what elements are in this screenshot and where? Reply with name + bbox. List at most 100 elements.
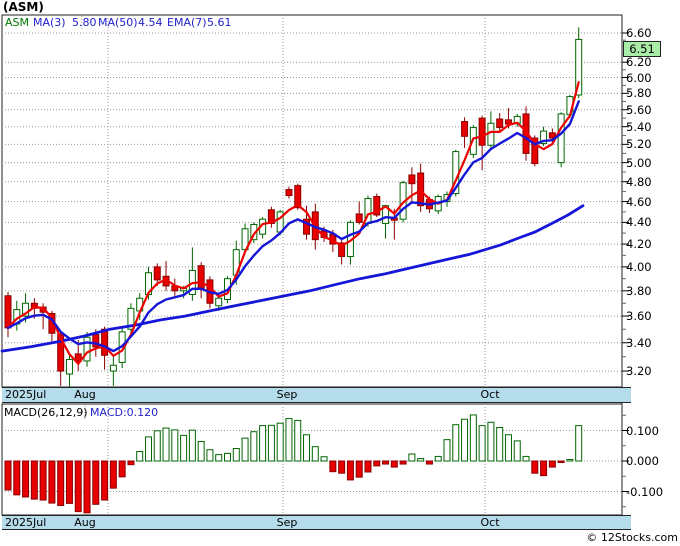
price-axis-label: 5.60 [626, 102, 652, 117]
macd-bar-negative [74, 460, 82, 513]
candle-down [303, 218, 311, 235]
macd-axis-label: 0.000 [626, 454, 659, 468]
price-axis-label: 4.60 [626, 194, 652, 209]
macd-bar-negative [329, 460, 337, 473]
candle-up [487, 122, 495, 146]
candle-up [575, 38, 583, 96]
macd-bar-negative [557, 460, 565, 464]
candle-down [461, 121, 469, 137]
price-axis-label: 6.00 [626, 70, 652, 85]
macd-bar-negative [39, 460, 47, 501]
macd-bar-positive [487, 421, 495, 462]
price-axis-label: 5.80 [626, 86, 652, 101]
legend-ma50-label: MA(50) [98, 16, 138, 29]
macd-bar-negative [109, 460, 117, 489]
candle-down [197, 265, 205, 289]
macd-bar-negative [346, 460, 354, 481]
macd-bar-positive [171, 429, 179, 462]
macd-bar-positive [311, 446, 319, 462]
macd-bar-negative [22, 460, 30, 498]
price-axis-label: 3.80 [626, 283, 652, 298]
macd-bar-positive [320, 456, 328, 462]
candle-up [65, 359, 73, 375]
month-label: 2025Jul [5, 516, 47, 529]
copyright-link[interactable]: © 12Stocks.com [586, 531, 678, 544]
price-axis-label: 5.40 [626, 119, 652, 134]
main-plot-border [1, 14, 623, 388]
macd-bar-positive [188, 429, 196, 462]
candle-down [92, 334, 100, 348]
macd-bar-negative [83, 460, 91, 514]
legend-ema7-value: 5.61 [207, 16, 232, 29]
price-axis-label: 4.20 [626, 237, 652, 252]
legend-ma3-value: 5.80 [72, 16, 97, 29]
macd-bar-positive [443, 439, 451, 462]
macd-bar-positive [224, 452, 231, 462]
candle-down [355, 213, 363, 223]
candle-down [478, 117, 486, 146]
macd-bar-negative [48, 460, 56, 504]
macd-bar-positive [504, 434, 512, 462]
month-label: Aug [74, 516, 96, 529]
macd-bar-positive [197, 440, 205, 462]
macd-bar-positive [513, 440, 521, 462]
macd-bar-positive [294, 419, 302, 462]
candle-down [57, 334, 65, 372]
candle-down [531, 137, 539, 165]
macd-bar-positive [153, 430, 161, 462]
candle-down [101, 328, 109, 356]
price-axis-label: 4.40 [626, 215, 652, 230]
macd-legend-value: MACD:0.120 [90, 406, 159, 419]
macd-bar-negative [101, 460, 109, 501]
macd-bar-negative [57, 460, 65, 507]
macd-bar-positive [469, 414, 477, 462]
macd-bar-negative [382, 460, 390, 465]
month-label: 2025Jul [5, 388, 47, 401]
candle-down [338, 242, 346, 257]
macd-bar-positive [232, 447, 240, 462]
page-title: (ASM) [3, 0, 44, 14]
macd-legend-name: MACD(26,12,9) [4, 406, 88, 419]
macd-bar-positive [452, 424, 460, 462]
macd-bar-positive [478, 425, 486, 462]
candle-up [127, 307, 135, 330]
ema7-line [6, 100, 580, 353]
price-axis-label: 4.00 [626, 259, 652, 274]
candle-down [285, 189, 293, 197]
candle-up [83, 336, 91, 362]
candle-down [4, 295, 12, 329]
candle-up [215, 297, 223, 307]
candle-down [294, 185, 302, 209]
macd-bar-positive [259, 425, 267, 462]
month-label: Oct [480, 388, 500, 401]
macd-axis-label: -0.100 [626, 484, 664, 499]
macd-bar-negative [4, 460, 12, 491]
macd-bar-positive [522, 455, 530, 462]
macd-bar-positive [180, 434, 188, 462]
macd-bar-positive [162, 427, 170, 462]
macd-bar-positive [303, 434, 311, 462]
candle-down [548, 132, 556, 139]
macd-bar-positive [461, 418, 469, 462]
macd-bar-positive [241, 437, 249, 462]
macd-bar-negative [92, 460, 100, 505]
macd-bar-positive [250, 431, 258, 462]
macd-bar-negative [118, 460, 126, 478]
price-axis-label: 3.20 [626, 364, 652, 379]
macd-bar-negative [65, 460, 73, 504]
price-axis-label: 3.40 [626, 335, 652, 350]
macd-axis-label: 0.100 [626, 423, 659, 438]
macd-bar-positive [144, 436, 152, 462]
price-axis-label: 5.20 [626, 137, 652, 152]
macd-bar-positive [136, 451, 144, 462]
candle-up [540, 130, 548, 144]
candle-up [557, 113, 565, 164]
month-label: Sep [276, 388, 298, 401]
macd-bar-positive [206, 449, 214, 462]
macd-bar-positive [267, 424, 275, 462]
price-axis-label: 6.60 [626, 26, 652, 40]
month-label: Sep [276, 516, 298, 529]
macd-bar-negative [373, 460, 381, 467]
macd-bar-negative [399, 460, 407, 465]
